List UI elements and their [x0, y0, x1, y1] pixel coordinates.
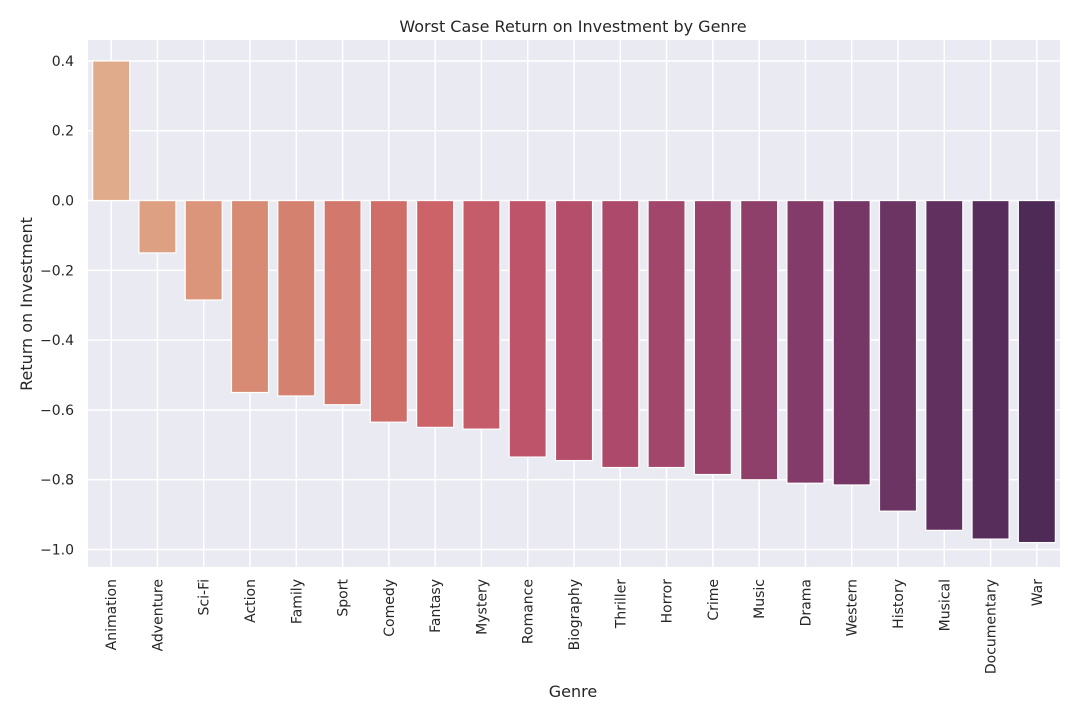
y-tick-label: −0.2 [40, 263, 74, 279]
y-tick-label: −0.4 [40, 333, 74, 349]
y-tick-label: −0.8 [40, 473, 74, 489]
bar-crime [693, 199, 732, 476]
y-tick-label: 0.2 [52, 124, 74, 140]
bar-action [230, 199, 270, 394]
x-tick-label: Animation [104, 579, 120, 650]
x-tick-label: Music [752, 579, 768, 619]
x-tick-label: Action [243, 579, 259, 623]
chart-title: Worst Case Return on Investment by Genre [399, 17, 746, 36]
bar-adventure [138, 199, 177, 254]
x-tick-label: Biography [567, 579, 583, 650]
x-tick-label: Comedy [382, 579, 398, 637]
y-axis-title: Return on Investment [17, 217, 36, 391]
bar-biography [554, 199, 594, 462]
bar-war [1017, 199, 1056, 544]
bar-romance [508, 199, 547, 458]
x-tick-label: Horror [660, 579, 676, 624]
y-tick-label: −0.6 [40, 403, 74, 419]
bar-family [277, 199, 316, 397]
bar-drama [786, 199, 825, 484]
x-tick-label: Documentary [984, 579, 1000, 674]
y-tick-label: 0.0 [52, 194, 74, 210]
bar-sport [323, 199, 362, 406]
bar-music [740, 199, 779, 481]
x-tick-label: History [891, 579, 907, 629]
x-tick-label: Crime [706, 579, 722, 621]
bar-thriller [601, 199, 640, 469]
x-tick-label: Western [845, 579, 861, 636]
y-tick-label: −1.0 [40, 543, 74, 559]
x-tick-label: Sport [336, 578, 352, 616]
bar-horror [647, 199, 686, 469]
bar-sci-fi [184, 199, 223, 301]
x-tick-labels: Animation Adventure Sci-Fi Action Family Spor… [104, 578, 1046, 674]
x-tick-label: Sci-Fi [197, 579, 213, 615]
x-tick-label: Adventure [150, 579, 166, 651]
bar-mystery [462, 199, 501, 430]
x-axis-title: Genre [549, 682, 597, 701]
x-tick-label: Thriller [613, 579, 629, 629]
x-tick-label: Mystery [474, 579, 490, 635]
x-tick-label: Family [289, 579, 305, 624]
x-tick-label: Drama [798, 579, 814, 626]
bar-documentary [971, 199, 1010, 540]
x-tick-label: War [1030, 579, 1046, 607]
bar-animation [92, 60, 131, 202]
bar-fantasy [416, 199, 455, 428]
x-tick-label: Romance [521, 579, 537, 644]
y-tick-label: 0.4 [52, 54, 74, 70]
x-tick-label: Musical [937, 579, 953, 631]
bar-western [832, 199, 871, 486]
bar-musical [925, 199, 964, 531]
bars-group [92, 60, 1056, 544]
x-tick-label: Fantasy [428, 579, 444, 633]
y-tick-labels: 0.4 0.2 0.0 −0.2 −0.4 −0.6 −0.8 −1.0 [40, 54, 74, 559]
bar-comedy [369, 199, 408, 423]
bar-history [878, 199, 918, 512]
